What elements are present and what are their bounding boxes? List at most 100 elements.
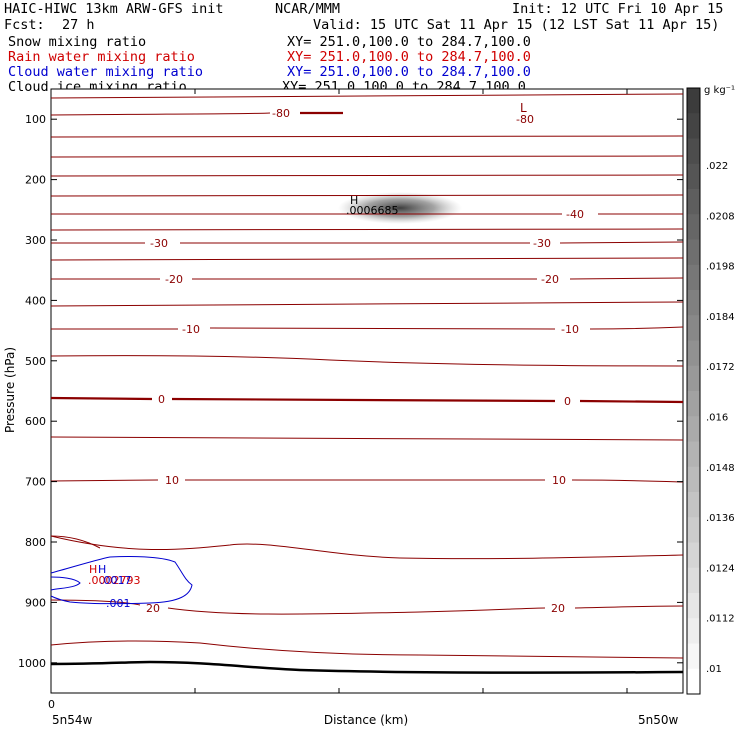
- y-tick-label: 900: [25, 596, 46, 609]
- colorbar-swatch: [687, 593, 700, 619]
- colorbar-label: .0184: [706, 312, 735, 323]
- contour-line: [50, 112, 271, 116]
- colorbar-swatch: [687, 441, 700, 468]
- contour-line: [51, 277, 684, 280]
- colorbar-swatch: [687, 391, 700, 417]
- field-name-snow: Snow mixing ratio: [8, 34, 147, 50]
- contour-label: -30: [533, 237, 551, 250]
- plot-frame: [50, 88, 684, 694]
- cloud-contour-label: .001: [106, 597, 131, 610]
- fcst-value: 27 h: [62, 17, 95, 33]
- colorbar-label: .0172: [706, 362, 735, 373]
- contour-line: [51, 241, 684, 244]
- contour-line: [50, 257, 684, 261]
- colorbar-swatch: [687, 290, 700, 316]
- colorbar-swatch: [687, 138, 700, 165]
- contour-line: [50, 355, 684, 367]
- chart-title: HAIC-HIWC 13km ARW-GFS init: [4, 1, 224, 17]
- colorbar-label: .0112: [706, 614, 735, 625]
- x-right-label: 5n50w: [638, 713, 679, 727]
- contour-line: [50, 155, 684, 158]
- chart-source: NCAR/MMM: [275, 1, 341, 17]
- colorbar-swatch: [687, 492, 700, 518]
- x-tick-label: 0: [48, 698, 55, 711]
- colorbar-swatch: [687, 214, 700, 240]
- y-tick-label: 400: [25, 294, 46, 307]
- rain-max-marker: H: [89, 563, 97, 576]
- colorbar-swatch: [687, 88, 700, 114]
- contour-line: [50, 174, 684, 177]
- contour-label: 20: [551, 602, 565, 615]
- colorbar: .022 .0208 .0198 .0184 .0172 .016 .0148 .0136 .0…: [686, 87, 735, 695]
- field-name-rain: Rain water mixing ratio: [8, 49, 195, 65]
- terrain-surface-line: [50, 660, 684, 674]
- contour-label: 0: [564, 395, 571, 408]
- contour-line: [50, 301, 684, 307]
- contour-label: -40: [566, 208, 584, 221]
- colorbar-swatch: [687, 517, 700, 543]
- contour-line: [50, 228, 684, 231]
- y-tick-label: 600: [25, 415, 46, 428]
- contour-label: -20: [541, 273, 559, 286]
- colorbar-swatch: [687, 239, 700, 266]
- contour-label: 20: [146, 602, 160, 615]
- contour-label: 10: [552, 474, 566, 487]
- cloud-water-contours: [50, 556, 193, 605]
- colorbar-label: .016: [706, 413, 728, 424]
- low-value: -80: [516, 113, 534, 126]
- colorbar-swatch: [687, 567, 700, 594]
- boundary-layer-contours: [50, 535, 101, 549]
- cloud-contour-line: [50, 576, 81, 591]
- field-xy-rain: XY= 251.0,100.0 to 284.7,100.0: [287, 49, 531, 65]
- colorbar-unit: g kg⁻¹: [704, 85, 735, 96]
- field-name-cloud-water: Cloud water mixing ratio: [8, 64, 204, 80]
- cloud-contour-line: [50, 556, 193, 605]
- y-tick-label: 700: [25, 476, 46, 489]
- valid-time: Valid: 15 UTC Sat 11 Apr 15 (12 LST Sat …: [313, 17, 720, 33]
- y-tick-label: 500: [25, 355, 46, 368]
- colorbar-label: .0136: [706, 513, 735, 524]
- cloud-max-marker: H: [98, 563, 106, 576]
- contour-line: [50, 396, 684, 404]
- snow-max-marker: H: [350, 194, 358, 207]
- contour-label: -10: [561, 323, 579, 336]
- cloud-max-value: .0017: [100, 574, 132, 587]
- field-xy-cloud-water: XY= 251.0,100.0 to 284.7,100.0: [287, 64, 531, 80]
- contour-line: [50, 535, 101, 549]
- colorbar-swatch: [687, 365, 700, 392]
- colorbar-swatch: [687, 189, 700, 215]
- colorbar-swatch: [687, 466, 700, 493]
- colorbar-swatch: [687, 668, 700, 695]
- contour-line: [51, 326, 684, 330]
- x-left-label: 5n54w: [52, 713, 93, 727]
- contour-line: [50, 535, 684, 560]
- colorbar-swatch: [687, 643, 700, 670]
- y-tick-label: 800: [25, 536, 46, 549]
- y-tick-label: 200: [25, 174, 46, 187]
- snow-max-shading: [338, 192, 462, 224]
- temperature-contours: [50, 93, 684, 659]
- colorbar-label: .0148: [706, 463, 735, 474]
- init-time: Init: 12 UTC Fri 10 Apr 15: [512, 1, 724, 17]
- y-tick-label: 1000: [18, 657, 46, 670]
- contour-line: [50, 640, 684, 659]
- contour-line: [50, 93, 684, 99]
- colorbar-swatch: [687, 340, 700, 367]
- colorbar-swatch: [687, 113, 700, 139]
- contour-label: 0: [158, 393, 165, 406]
- colorbar-label: .0198: [706, 262, 735, 273]
- colorbar-label: .01: [706, 664, 722, 675]
- colorbar-label: .0124: [706, 563, 735, 574]
- colorbar-swatch: [687, 416, 700, 442]
- rain-max-value: .0002793: [88, 574, 141, 587]
- contour-label: -30: [150, 237, 168, 250]
- contour-label: 10: [165, 474, 179, 487]
- colorbar-label: .022: [706, 161, 728, 172]
- colorbar-frame: [686, 87, 701, 695]
- contour-label: -10: [182, 323, 200, 336]
- colorbar-swatch: [687, 542, 700, 569]
- colorbar-label: .0208: [706, 211, 735, 222]
- snow-max-value: .0006685: [346, 204, 399, 217]
